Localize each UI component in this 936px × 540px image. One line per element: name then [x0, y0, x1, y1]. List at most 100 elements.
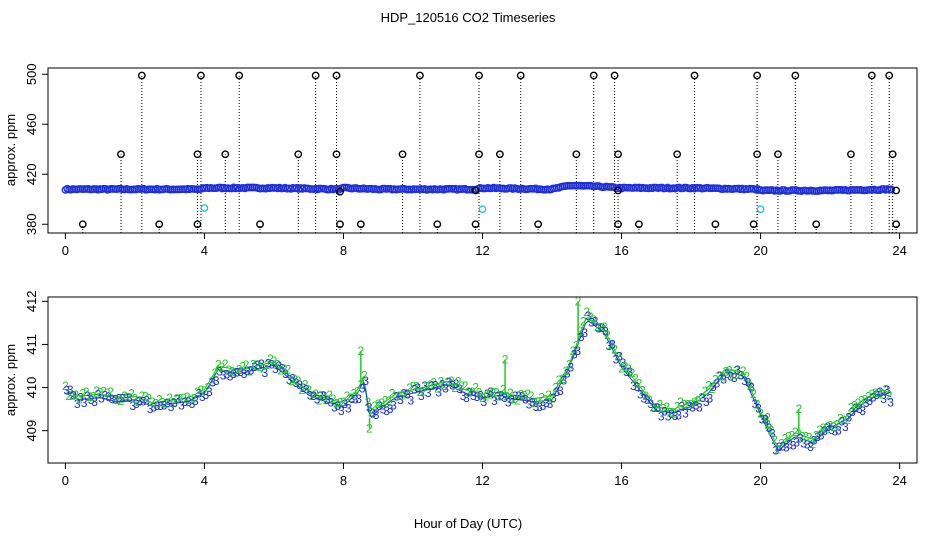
- series-2-marker: 2: [643, 389, 650, 403]
- series-2-marker: 2: [809, 437, 816, 451]
- series-2-marker: 2: [278, 364, 285, 378]
- series-2-marker: 2: [62, 379, 69, 393]
- series-2-marker: 2: [625, 362, 632, 376]
- series-2-marker: 2: [430, 376, 437, 390]
- series-2-marker: 2: [490, 385, 497, 399]
- series-2-marker: 2: [472, 381, 479, 395]
- series-2-trace: [65, 316, 892, 447]
- spike-point: [690, 71, 699, 80]
- series-2-marker: 2: [764, 411, 771, 425]
- series-2-marker: 2: [368, 406, 375, 420]
- series-3-marker: 3: [849, 405, 856, 419]
- series-2-marker: 2: [823, 421, 830, 435]
- series-3-marker: 3: [689, 401, 696, 415]
- series-2-marker: 2: [681, 398, 688, 412]
- spike-point: [753, 71, 762, 80]
- series-2-marker: 2: [705, 379, 712, 393]
- spike-point: [311, 71, 320, 80]
- series-2-marker: 2: [719, 370, 726, 384]
- series-2-marker: 2: [215, 358, 222, 372]
- series-2-marker: 2: [86, 390, 93, 404]
- spike-point: [332, 150, 341, 159]
- series-3-marker: 3: [255, 358, 262, 372]
- series-2-marker: 2: [837, 411, 844, 425]
- spike-point: [812, 220, 821, 229]
- series-3-marker: 3: [741, 374, 748, 388]
- series-3-marker: 3: [887, 395, 894, 409]
- series-3-marker: 3: [157, 399, 164, 413]
- series-3-marker: 3: [81, 396, 88, 410]
- series-2-marker: 2: [615, 349, 622, 363]
- series-2-marker: 2: [778, 436, 785, 450]
- series-3-marker: 3: [832, 424, 839, 438]
- series-3-marker: 3: [133, 397, 140, 411]
- series-3-marker: 3: [477, 389, 484, 403]
- series-2-marker: 2: [580, 315, 587, 329]
- series-3-marker: 3: [154, 399, 161, 413]
- spike-point: [589, 71, 598, 80]
- series-3-marker: 3: [366, 401, 373, 415]
- series-3-marker: 3: [759, 413, 766, 427]
- series-2-marker: 2: [479, 391, 486, 405]
- series-2-marker: 2: [740, 364, 747, 378]
- series-3-marker: 3: [348, 392, 355, 406]
- series-3-marker: 3: [321, 389, 328, 403]
- series-2-marker: 2: [260, 362, 267, 376]
- y-tick-label: 410: [24, 377, 39, 399]
- series-3-marker: 3: [647, 397, 654, 411]
- x-tick-label: 4: [201, 243, 208, 258]
- series-2-marker: 2: [834, 418, 841, 432]
- bottom-panel-co2-detail: approx. ppm Hour of Day (UTC) 0 4 8 12 16 20 2…: [3, 290, 918, 531]
- series-3-marker: 3: [376, 399, 383, 413]
- series-2-marker: 2: [357, 344, 364, 358]
- series-2-marker: 2: [528, 389, 535, 403]
- series-3-marker: 3: [74, 397, 81, 411]
- x-tick-label: 0: [62, 243, 69, 258]
- series-2-marker: 2: [795, 402, 802, 416]
- series-3-marker: 3: [307, 388, 314, 402]
- series-2-marker: 2: [782, 432, 789, 446]
- series-3-marker: 3: [119, 391, 126, 405]
- series-3-marker: 3: [484, 387, 491, 401]
- series-3-trace: [65, 320, 892, 451]
- series-2-marker: 2: [208, 375, 215, 389]
- alt-point: [756, 205, 765, 214]
- y-tick-label: 412: [24, 290, 39, 312]
- series-2-marker: 2: [771, 433, 778, 447]
- series-2-marker: 2: [722, 364, 729, 378]
- series-2-marker: 2: [319, 389, 326, 403]
- x-tick-label: 24: [892, 243, 906, 258]
- series-3-marker: 3: [328, 396, 335, 410]
- series-3-marker: 3: [651, 401, 658, 415]
- series-3-marker: 3: [734, 363, 741, 377]
- series-3-marker: 3: [227, 370, 234, 384]
- spike-point: [610, 71, 619, 80]
- series-2-marker: 2: [747, 379, 754, 393]
- series-3-marker: 3: [519, 390, 526, 404]
- series-2-marker: 2: [820, 421, 827, 435]
- series-2-marker: 2: [656, 397, 663, 411]
- series-3-marker: 3: [84, 389, 91, 403]
- series-3-marker: 3: [644, 393, 651, 407]
- series-2-marker: 2: [229, 365, 236, 379]
- series-2-marker: 2: [170, 395, 177, 409]
- series-3-marker: 3: [745, 376, 752, 390]
- series-2-marker: 2: [764, 418, 771, 432]
- series-2-marker: 2: [806, 431, 813, 445]
- series-2-marker: 2: [559, 372, 566, 386]
- series-3-marker: 3: [786, 438, 793, 452]
- series-3-marker: 3: [310, 389, 317, 403]
- series-3-marker: 3: [77, 391, 84, 405]
- series-3-marker: 3: [206, 385, 213, 399]
- series-3-marker: 3: [324, 393, 331, 407]
- series-3-marker: 3: [567, 361, 574, 375]
- series-2-marker: 2: [291, 373, 298, 387]
- spike-point: [78, 220, 87, 229]
- series-3-marker: 3: [630, 379, 637, 393]
- series-3-marker: 3: [487, 385, 494, 399]
- y-tick-label: 411: [24, 334, 39, 355]
- series-3-marker: 3: [428, 379, 435, 393]
- series-2-marker: 2: [83, 385, 90, 399]
- series-2-marker: 2: [149, 395, 156, 409]
- series-3-marker: 3: [109, 392, 116, 406]
